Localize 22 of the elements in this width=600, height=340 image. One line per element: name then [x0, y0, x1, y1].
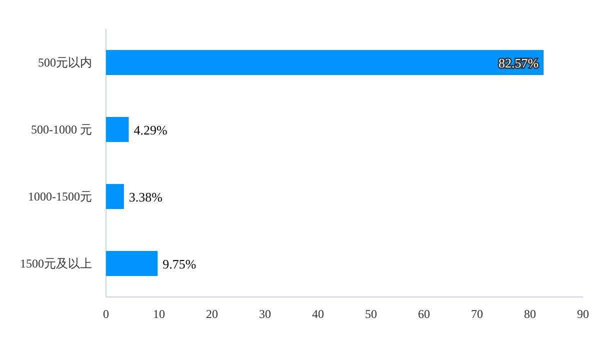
data-label: 4.29% [134, 122, 168, 138]
x-tick-label: 60 [418, 307, 430, 321]
y-tick-label: 1500元及以上 [20, 256, 92, 270]
bar [106, 184, 124, 209]
x-tick-label: 20 [206, 307, 218, 321]
data-label: 82.57% [498, 56, 539, 70]
y-tick-label: 1000-1500元 [28, 190, 92, 204]
y-tick-label: 500-1000 元 [31, 122, 92, 136]
data-label: 3.38% [128, 190, 163, 204]
x-tick-label: 80 [524, 307, 536, 321]
bar [106, 117, 129, 142]
x-tick-label: 0 [103, 307, 109, 321]
x-tick-label: 40 [312, 307, 324, 321]
x-tick-label: 50 [365, 307, 377, 321]
bar [106, 251, 158, 276]
x-tick-label: 70 [471, 307, 483, 321]
bar [106, 50, 544, 75]
data-label: 9.75% [162, 256, 196, 272]
x-tick-label: 10 [153, 307, 165, 321]
x-tick-label: 30 [259, 307, 271, 321]
x-tick-label: 90 [577, 307, 589, 321]
y-tick-label: 500元以内 [38, 56, 92, 70]
